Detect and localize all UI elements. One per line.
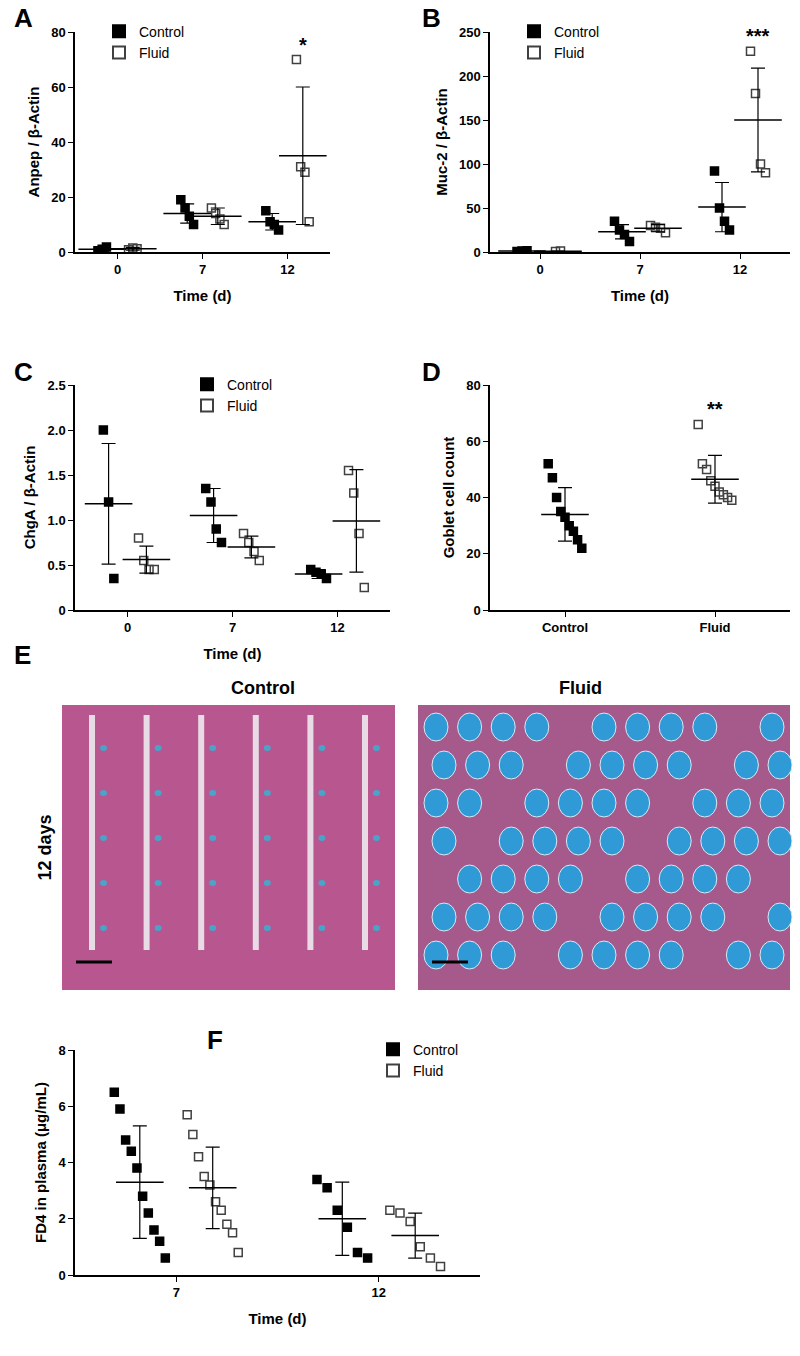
svg-text:7: 7 — [229, 620, 236, 635]
svg-text:Fluid: Fluid — [227, 398, 257, 414]
svg-text:Muc-2 / β-Actin: Muc-2 / β-Actin — [433, 88, 450, 196]
svg-text:***: *** — [746, 25, 770, 47]
svg-text:0: 0 — [114, 262, 121, 277]
svg-text:60: 60 — [466, 434, 480, 449]
svg-text:2: 2 — [58, 1211, 65, 1226]
svg-text:7: 7 — [636, 262, 643, 277]
svg-text:0: 0 — [536, 262, 543, 277]
svg-text:Anpep / β-Actin: Anpep / β-Actin — [25, 87, 42, 198]
svg-text:**: ** — [707, 398, 723, 420]
svg-text:7: 7 — [199, 262, 206, 277]
svg-text:40: 40 — [51, 135, 65, 150]
svg-text:Fluid: Fluid — [559, 678, 602, 698]
svg-text:Time (d): Time (d) — [248, 1310, 306, 1327]
svg-text:Control: Control — [542, 620, 588, 635]
svg-text:0: 0 — [58, 1268, 65, 1283]
svg-text:250: 250 — [459, 25, 481, 40]
svg-text:FD4 in plasma (μg/mL): FD4 in plasma (μg/mL) — [32, 1082, 49, 1243]
svg-text:C: C — [14, 357, 33, 387]
svg-text:Control: Control — [231, 678, 295, 698]
svg-text:7: 7 — [173, 1285, 180, 1300]
svg-text:Fluid: Fluid — [139, 45, 169, 61]
svg-text:Control: Control — [227, 377, 272, 393]
svg-text:6: 6 — [58, 1099, 65, 1114]
svg-text:Goblet cell count: Goblet cell count — [440, 437, 457, 559]
svg-text:Fluid: Fluid — [699, 620, 730, 635]
svg-text:0: 0 — [58, 245, 65, 260]
svg-text:Time (d): Time (d) — [173, 287, 231, 304]
svg-text:Control: Control — [554, 24, 599, 40]
svg-text:2.5: 2.5 — [48, 378, 66, 393]
svg-text:60: 60 — [51, 80, 65, 95]
svg-text:80: 80 — [51, 25, 65, 40]
svg-text:12: 12 — [280, 262, 294, 277]
svg-text:Fluid: Fluid — [554, 45, 584, 61]
svg-text:1.5: 1.5 — [48, 468, 66, 483]
svg-text:100: 100 — [459, 157, 481, 172]
svg-text:A: A — [14, 3, 33, 33]
svg-text:40: 40 — [466, 490, 480, 505]
svg-text:Control: Control — [413, 1042, 458, 1058]
svg-text:12: 12 — [372, 1285, 386, 1300]
svg-text:12 days: 12 days — [35, 814, 55, 880]
svg-text:D: D — [422, 357, 441, 387]
svg-text:E: E — [14, 640, 31, 670]
svg-text:8: 8 — [58, 1043, 65, 1058]
svg-text:2.0: 2.0 — [48, 423, 66, 438]
svg-text:4: 4 — [58, 1155, 66, 1170]
svg-text:200: 200 — [459, 69, 481, 84]
svg-text:ChgA / β-Actin: ChgA / β-Actin — [21, 446, 38, 550]
svg-text:Time (d): Time (d) — [611, 287, 669, 304]
svg-text:50: 50 — [466, 201, 480, 216]
svg-text:1.0: 1.0 — [48, 513, 66, 528]
svg-text:*: * — [299, 34, 307, 56]
svg-text:Control: Control — [139, 24, 184, 40]
svg-text:150: 150 — [459, 113, 481, 128]
svg-text:0: 0 — [58, 603, 65, 618]
svg-text:0: 0 — [124, 620, 131, 635]
svg-text:80: 80 — [466, 378, 480, 393]
svg-text:20: 20 — [466, 546, 480, 561]
svg-text:Time (d): Time (d) — [203, 645, 261, 662]
svg-text:F: F — [207, 1025, 223, 1055]
svg-text:Fluid: Fluid — [413, 1063, 443, 1079]
svg-text:12: 12 — [733, 262, 747, 277]
svg-text:20: 20 — [51, 190, 65, 205]
svg-text:0: 0 — [473, 245, 480, 260]
svg-text:0: 0 — [473, 603, 480, 618]
svg-text:12: 12 — [330, 620, 344, 635]
svg-text:0.5: 0.5 — [48, 558, 66, 573]
svg-text:B: B — [422, 3, 441, 33]
